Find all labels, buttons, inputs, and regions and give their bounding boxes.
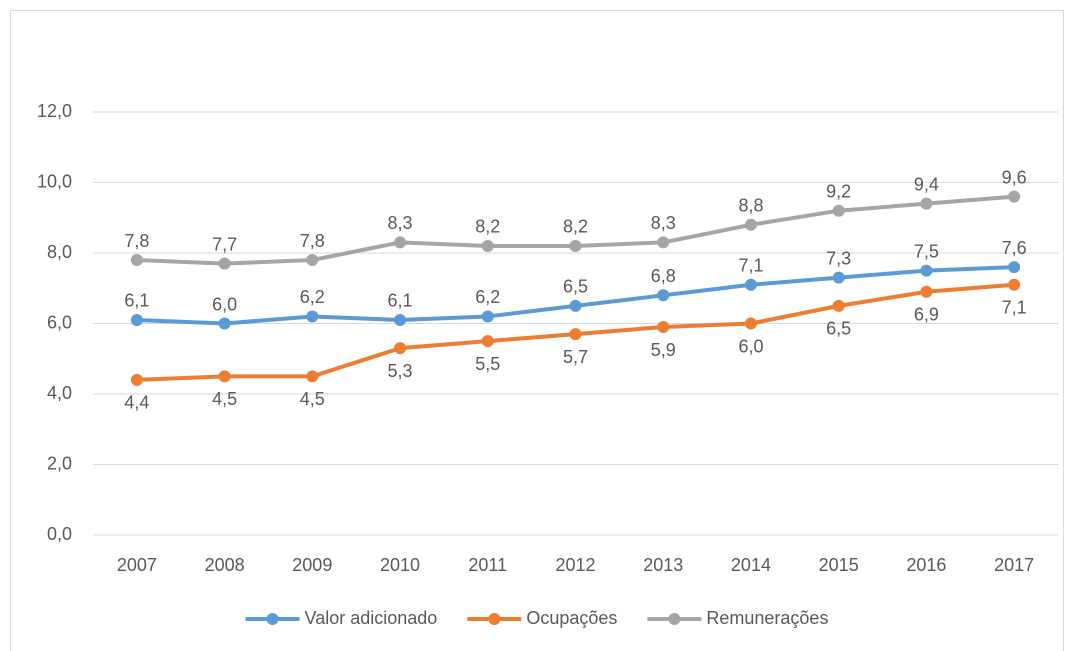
data-point xyxy=(394,313,407,326)
data-point xyxy=(1008,261,1021,274)
data-label: 4,5 xyxy=(300,389,325,409)
data-point xyxy=(744,278,757,291)
data-point xyxy=(218,317,231,330)
data-point xyxy=(218,257,231,270)
data-point xyxy=(657,289,670,302)
data-label: 6,1 xyxy=(124,291,149,311)
y-tick-label: 6,0 xyxy=(47,312,72,332)
data-label: 7,7 xyxy=(212,234,237,254)
x-tick-label: 2014 xyxy=(731,555,771,575)
data-point xyxy=(306,370,319,383)
data-label: 8,8 xyxy=(738,196,763,216)
data-label: 8,2 xyxy=(563,217,588,237)
x-tick-label: 2010 xyxy=(380,555,420,575)
data-label: 7,1 xyxy=(738,255,763,275)
data-point xyxy=(744,317,757,330)
data-point xyxy=(920,285,933,298)
data-label: 5,7 xyxy=(563,347,588,367)
data-point xyxy=(218,370,231,383)
data-point xyxy=(130,254,143,267)
data-label: 8,3 xyxy=(651,213,676,233)
data-point xyxy=(481,239,494,252)
data-label: 7,1 xyxy=(1002,297,1027,317)
data-label: 9,2 xyxy=(826,181,851,201)
data-label: 8,2 xyxy=(475,217,500,237)
data-label: 9,4 xyxy=(914,174,939,194)
data-point xyxy=(1008,278,1021,291)
data-point xyxy=(394,236,407,249)
data-label: 7,6 xyxy=(1002,238,1027,258)
data-point xyxy=(569,328,582,341)
x-tick-label: 2008 xyxy=(205,555,245,575)
data-label: 6,8 xyxy=(651,266,676,286)
y-tick-label: 10,0 xyxy=(37,171,72,191)
data-label: 6,1 xyxy=(388,291,413,311)
data-label: 6,5 xyxy=(826,319,851,339)
legend-label: Remunerações xyxy=(706,608,828,628)
data-point xyxy=(1008,190,1021,203)
data-label: 6,2 xyxy=(475,287,500,307)
data-label: 6,5 xyxy=(563,277,588,297)
data-label: 5,3 xyxy=(388,361,413,381)
data-point xyxy=(832,204,845,217)
data-label: 5,5 xyxy=(475,354,500,374)
y-tick-label: 12,0 xyxy=(37,101,72,121)
data-label: 6,0 xyxy=(738,336,763,356)
data-point xyxy=(920,264,933,277)
data-label: 7,3 xyxy=(826,248,851,268)
x-tick-label: 2016 xyxy=(906,555,946,575)
data-point xyxy=(481,335,494,348)
data-point xyxy=(744,218,757,231)
data-label: 7,8 xyxy=(300,231,325,251)
data-label: 7,8 xyxy=(124,231,149,251)
data-label: 5,9 xyxy=(651,340,676,360)
y-tick-label: 4,0 xyxy=(47,383,72,403)
y-tick-label: 8,0 xyxy=(47,242,72,262)
data-point xyxy=(657,321,670,334)
data-point xyxy=(657,236,670,249)
x-tick-label: 2009 xyxy=(292,555,332,575)
data-point xyxy=(832,299,845,312)
x-tick-label: 2013 xyxy=(643,555,683,575)
data-label: 8,3 xyxy=(388,213,413,233)
data-label: 6,9 xyxy=(914,305,939,325)
y-tick-label: 0,0 xyxy=(47,524,72,544)
x-tick-label: 2007 xyxy=(117,555,157,575)
x-tick-label: 2012 xyxy=(555,555,595,575)
data-label: 6,0 xyxy=(212,294,237,314)
data-point xyxy=(832,271,845,284)
data-point xyxy=(394,342,407,355)
data-point xyxy=(130,313,143,326)
data-label: 4,5 xyxy=(212,389,237,409)
y-tick-label: 2,0 xyxy=(47,453,72,473)
data-label: 6,2 xyxy=(300,287,325,307)
data-point xyxy=(306,254,319,267)
data-point xyxy=(569,299,582,312)
legend-label: Ocupações xyxy=(526,608,617,628)
data-label: 4,4 xyxy=(124,393,149,413)
x-tick-label: 2015 xyxy=(819,555,859,575)
legend-marker xyxy=(668,613,681,625)
data-label: 7,5 xyxy=(914,241,939,261)
data-point xyxy=(481,310,494,323)
data-point xyxy=(306,310,319,323)
data-point xyxy=(569,239,582,252)
data-point xyxy=(130,373,143,386)
chart-border xyxy=(10,10,1064,651)
x-tick-label: 2011 xyxy=(468,555,507,575)
data-point xyxy=(920,197,933,210)
legend-marker xyxy=(488,613,501,625)
legend-marker xyxy=(266,613,279,625)
x-tick-label: 2017 xyxy=(994,555,1034,575)
data-label: 9,6 xyxy=(1002,167,1027,187)
legend-label: Valor adicionado xyxy=(305,608,438,628)
